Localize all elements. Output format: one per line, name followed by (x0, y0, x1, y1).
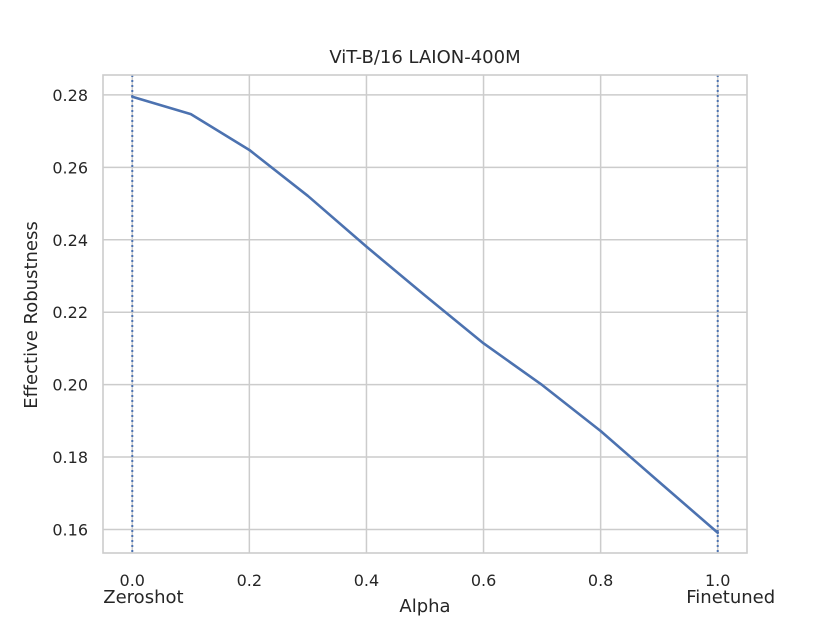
series-lines (130, 95, 720, 535)
gridlines (103, 75, 747, 553)
y-tick-label: 0.24 (52, 231, 88, 250)
plot-frame (102, 74, 748, 554)
x-tick-label: 0.4 (354, 571, 379, 590)
x-tick-label: 0.8 (588, 571, 613, 590)
vlines (131, 75, 719, 553)
x-axis-label: Alpha (399, 596, 450, 617)
y-tick-labels: 0.16 0.18 0.20 0.22 0.24 0.26 0.28 (52, 86, 88, 540)
y-tick-label: 0.16 (52, 520, 88, 539)
vline-label-finetuned: Finetuned (686, 587, 775, 608)
y-tick-label: 0.26 (52, 158, 88, 177)
x-tick-labels: 0.0 0.2 0.4 0.6 0.8 1.0 (120, 571, 731, 590)
series-line (130, 95, 720, 535)
x-tick-label: 0.0 (120, 571, 145, 590)
y-tick-label: 0.28 (52, 86, 88, 105)
y-tick-label: 0.22 (52, 303, 88, 322)
vline-annotations: Zeroshot Finetuned (103, 587, 775, 608)
x-tick-label: 0.6 (471, 571, 496, 590)
chart-title: ViT-B/16 LAION-400M (329, 47, 520, 68)
y-axis-label: Effective Robustness (21, 221, 42, 408)
x-tick-label: 0.2 (237, 571, 262, 590)
y-tick-label: 0.20 (52, 376, 88, 395)
y-tick-label: 0.18 (52, 448, 88, 467)
x-tick-label: 1.0 (705, 571, 730, 590)
vline-label-zeroshot: Zeroshot (103, 587, 183, 608)
